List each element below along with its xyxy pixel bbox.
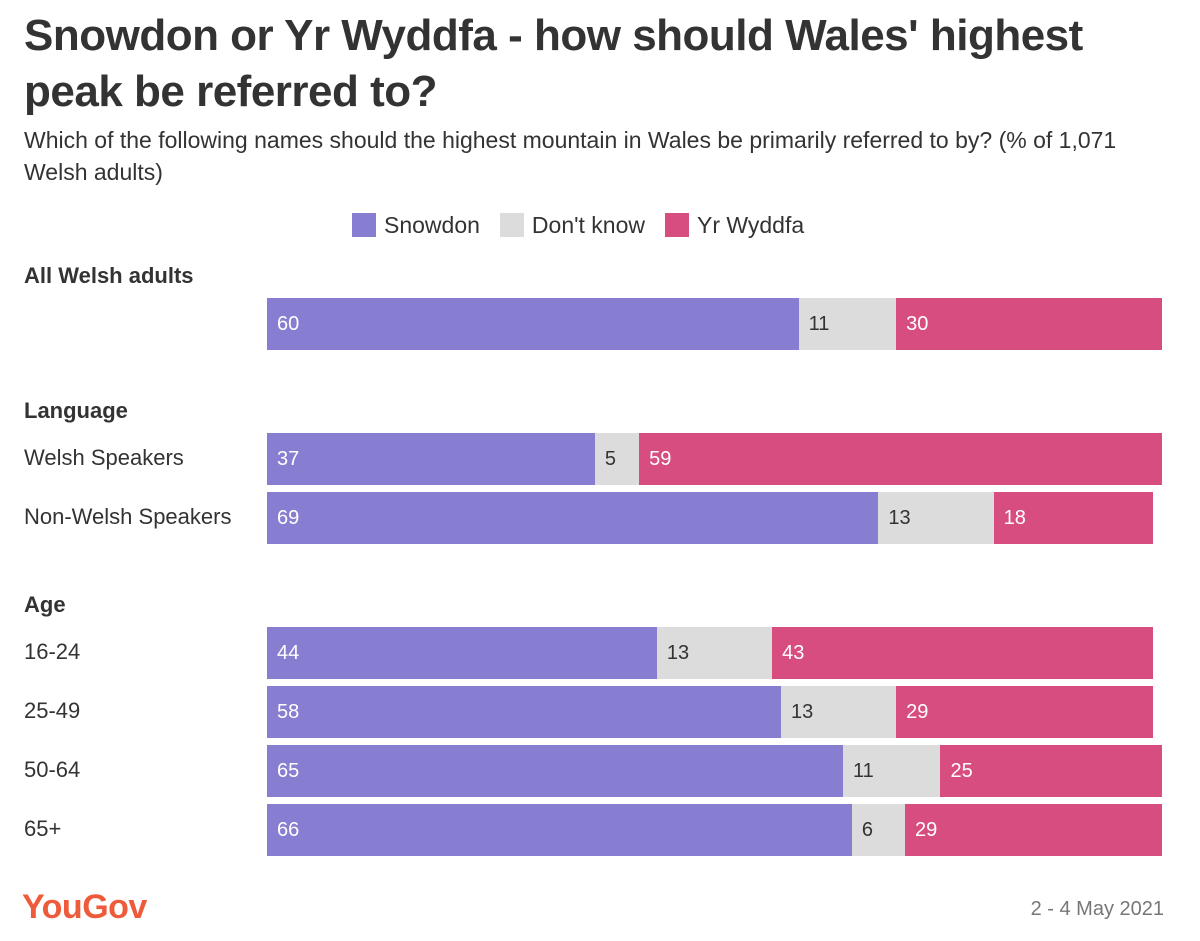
legend: Snowdon Don't know Yr Wyddfa — [352, 210, 824, 240]
bar-segment-dont-know: 13 — [878, 492, 994, 544]
data-label: 65 — [277, 759, 300, 782]
chart-subtitle: Which of the following names should the … — [24, 127, 1117, 185]
data-label: 29 — [906, 700, 929, 723]
data-label: 11 — [808, 312, 830, 335]
bar-segment-yr-wyddfa: 30 — [896, 298, 1162, 350]
bar-segment-snowdon: 44 — [267, 627, 657, 679]
bar-segment-snowdon: 58 — [267, 686, 781, 738]
data-label: 29 — [915, 818, 938, 841]
legend-item-yr-wyddfa: Yr Wyddfa — [664, 211, 805, 239]
bar-segment-dont-know: 13 — [656, 627, 773, 679]
bar-segment-snowdon: 66 — [267, 804, 852, 856]
data-label: 60 — [277, 312, 300, 335]
chart-title: Snowdon or Yr Wyddfa - how should Wales'… — [24, 11, 1083, 116]
legend-label-yr-wyddfa: Yr Wyddfa — [696, 211, 805, 238]
bar-segment-dont-know: 5 — [594, 433, 640, 485]
yougov-logo: YouGov — [22, 888, 147, 926]
data-label: 13 — [666, 641, 690, 664]
row-label: 25-49 — [24, 698, 81, 723]
legend-label-snowdon: Snowdon — [384, 211, 480, 238]
data-label: 69 — [277, 506, 300, 529]
legend-label-dont-know: Don't know — [531, 211, 645, 238]
legend-swatch-dont-know — [499, 213, 524, 237]
data-label: 13 — [790, 700, 814, 723]
bar-segment-yr-wyddfa: 25 — [940, 745, 1162, 797]
bar-segment-dont-know: 13 — [780, 686, 897, 738]
legend-swatch-yr-wyddfa — [664, 213, 689, 237]
data-label: 59 — [649, 447, 672, 470]
group-label: Age — [24, 592, 66, 617]
row-label: Welsh Speakers — [24, 445, 184, 470]
bar-segment-snowdon: 69 — [267, 492, 879, 544]
data-label: 66 — [277, 818, 300, 841]
bar-segment-yr-wyddfa: 43 — [772, 627, 1154, 679]
row-label: 16-24 — [24, 639, 81, 664]
bar-segment-dont-know: 11 — [798, 298, 897, 350]
group-label: Language — [24, 398, 128, 423]
bar-segment-snowdon: 37 — [267, 433, 595, 485]
bar-segment-dont-know: 11 — [842, 745, 941, 797]
bar-segment-snowdon: 60 — [267, 298, 799, 350]
row-label: 50-64 — [24, 757, 81, 782]
data-label: 44 — [277, 641, 300, 664]
data-label: 5 — [604, 447, 616, 470]
data-label: 58 — [277, 700, 300, 723]
legend-item-dont-know: Don't know — [499, 211, 645, 239]
group-label: All Welsh adults — [24, 263, 194, 288]
bar-segment-snowdon: 65 — [267, 745, 843, 797]
data-label: 13 — [888, 506, 911, 529]
bar-segment-yr-wyddfa: 18 — [993, 492, 1154, 544]
data-label: 6 — [861, 818, 873, 841]
data-label: 25 — [950, 759, 973, 782]
bar-segment-yr-wyddfa: 29 — [896, 686, 1154, 738]
row-label: 65+ — [24, 816, 62, 841]
row-label: Non-Welsh Speakers — [24, 504, 232, 529]
bar-segment-yr-wyddfa: 29 — [905, 804, 1162, 856]
survey-date: 2 - 4 May 2021 — [1030, 898, 1164, 920]
data-label: 11 — [852, 759, 874, 782]
legend-item-snowdon: Snowdon — [352, 212, 480, 239]
bar-segment-dont-know: 6 — [851, 804, 905, 856]
bar-segment-yr-wyddfa: 59 — [639, 433, 1162, 485]
legend-swatch-snowdon — [352, 213, 376, 237]
data-label: 37 — [277, 447, 300, 470]
data-label: 30 — [906, 312, 929, 335]
data-label: 43 — [782, 641, 805, 664]
data-label: 18 — [1003, 506, 1026, 529]
